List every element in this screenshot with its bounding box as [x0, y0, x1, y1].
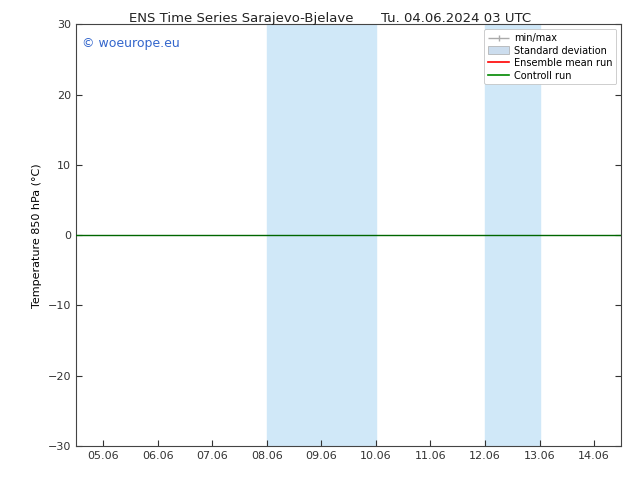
Text: © woeurope.eu: © woeurope.eu: [82, 37, 179, 50]
Text: ENS Time Series Sarajevo-Bjelave: ENS Time Series Sarajevo-Bjelave: [129, 12, 353, 25]
Bar: [485, 24, 540, 446]
Y-axis label: Temperature 850 hPa (°C): Temperature 850 hPa (°C): [32, 163, 42, 308]
Text: Tu. 04.06.2024 03 UTC: Tu. 04.06.2024 03 UTC: [382, 12, 531, 25]
Bar: [267, 24, 376, 446]
Legend: min/max, Standard deviation, Ensemble mean run, Controll run: min/max, Standard deviation, Ensemble me…: [484, 29, 616, 84]
